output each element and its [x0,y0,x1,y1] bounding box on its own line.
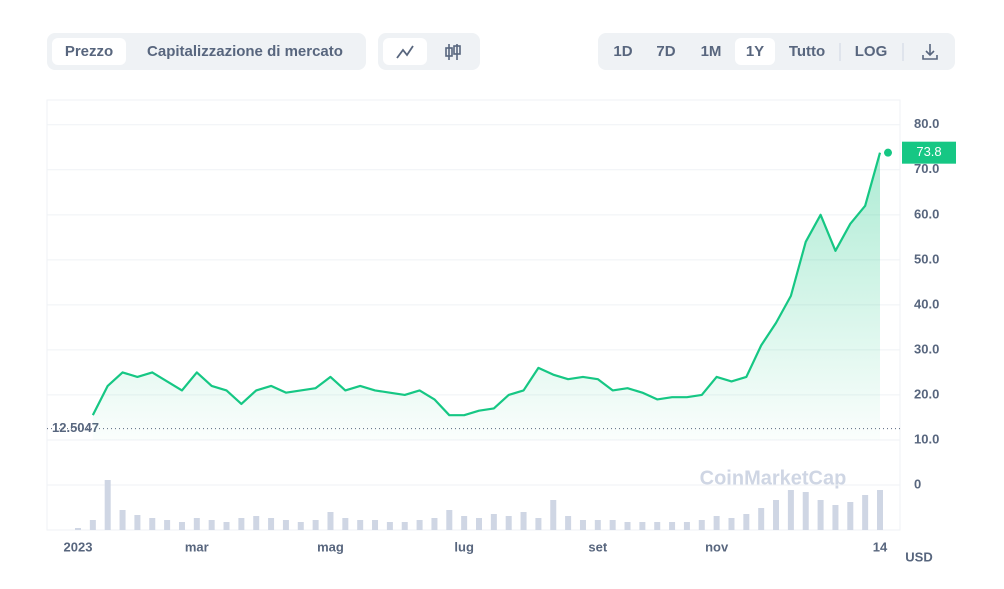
volume-bar [594,520,601,530]
volume-bar [119,510,126,530]
volume-bar [431,518,438,530]
volume-bar [654,522,661,530]
range-group [598,33,955,70]
volume-bar [758,508,765,530]
volume-bar [862,495,869,530]
volume-bar [624,522,631,530]
volume-bar [178,522,185,530]
volume-bar [773,500,780,530]
volume-bar [149,518,156,530]
volume-bar [787,490,794,530]
y-tick-label: 50.0 [914,251,939,266]
y-tick-label: 20.0 [914,386,939,401]
range-button[interactable]: 1D [613,43,632,60]
line-icon [396,45,414,59]
volume-bar [282,520,289,530]
volume-bar [238,518,245,530]
y-tick-label: 40.0 [914,296,939,311]
y-tick-label: 0 [914,476,921,491]
x-tick-label: lug [454,539,474,554]
volume-bar [386,522,393,530]
volume-bar [847,502,854,530]
price-line [91,152,882,417]
volume-bar [713,516,720,530]
volume-bar [877,490,883,530]
volume-bar [535,518,542,530]
log-button[interactable]: LOG [855,43,888,60]
volume-bar [579,520,586,530]
volume-bar [698,520,705,530]
x-tick-label: 2023 [64,539,93,554]
volume-bar [134,515,141,530]
volume-bar [639,522,646,530]
volume-bar [164,520,171,530]
volume-bar [253,516,260,530]
last-point [884,148,892,157]
watermark: CoinMarketCap [700,467,847,489]
range-selected [735,38,775,65]
volume-bar [505,516,512,530]
volume-bar [268,518,275,530]
volume-bar [312,520,319,530]
volume-bar [327,512,334,530]
volume-bar [297,522,304,530]
currency-label: USD [905,549,932,564]
volume-bar [75,528,81,530]
volume-bar [817,500,824,530]
volume-bar [342,518,349,530]
volume-bar [372,520,379,530]
plot-frame [46,99,901,531]
range-button[interactable]: 1Y [746,43,764,60]
volume-bar [446,510,453,530]
price-badge-label: 73.8 [916,144,941,159]
volume-bar [490,514,497,530]
volume-bar [461,516,468,530]
tab-group [47,33,366,70]
volume-bar [208,520,215,530]
x-tick-label: set [588,539,607,554]
y-tick-label: 30.0 [914,341,939,356]
volume-bar [728,518,735,530]
volume-bar [104,480,111,530]
y-tick-label: 70.0 [914,161,939,176]
volume-bar [802,492,809,530]
volume-bar [401,522,408,530]
volume-bar [476,518,482,530]
x-tick-label: mar [185,539,209,554]
tab[interactable]: Capitalizzazione di mercato [147,43,343,60]
price-area [92,152,880,440]
volume-bar [89,520,96,530]
volume-bar [520,512,527,530]
tab[interactable]: Prezzo [65,43,113,60]
tab-selected [52,38,126,65]
y-tick-label: 60.0 [914,206,939,221]
volume-bar [565,516,572,530]
volume-bar [193,518,200,530]
candle-icon[interactable] [445,44,461,60]
download-button[interactable] [922,44,938,60]
y-tick-label: 10.0 [914,431,939,446]
volume-bar [416,520,423,530]
x-tick-label: mag [317,539,344,554]
baseline-label: 12.5047 [52,420,99,435]
volume-bar [550,500,557,530]
price-badge [902,141,956,164]
range-button[interactable]: 7D [656,43,675,60]
volume-bar [609,520,616,530]
range-button[interactable]: 1M [701,43,722,60]
x-tick-label: nov [705,539,729,554]
y-tick-label: 80.0 [914,116,939,131]
volume-bar [832,505,839,530]
volume-bar [683,522,690,530]
volume-bar [223,522,230,530]
volume-bar [669,522,676,530]
volume-bar [743,514,750,530]
volume-bar [357,520,364,530]
range-button[interactable]: Tutto [789,43,825,60]
x-tick-label: 14 [873,539,888,554]
